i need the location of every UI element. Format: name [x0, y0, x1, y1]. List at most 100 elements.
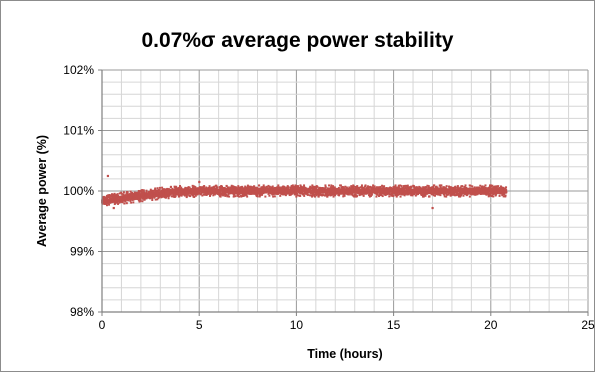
data-point — [223, 193, 226, 196]
data-point — [249, 192, 252, 195]
data-point — [161, 186, 164, 189]
data-point — [108, 200, 111, 203]
data-point — [122, 191, 125, 194]
data-point — [454, 185, 457, 188]
data-point — [404, 184, 407, 187]
data-point — [340, 192, 343, 195]
data-point — [419, 186, 422, 189]
data-point — [108, 203, 111, 206]
data-point — [175, 188, 178, 191]
data-point — [484, 186, 487, 189]
data-point — [332, 191, 335, 194]
data-point — [503, 191, 506, 194]
data-point — [397, 185, 400, 188]
data-point — [145, 197, 148, 200]
data-point — [378, 194, 381, 196]
data-point — [388, 192, 391, 195]
data-point — [364, 184, 367, 187]
data-point — [141, 200, 144, 203]
data-point — [322, 194, 325, 197]
data-point — [334, 187, 337, 190]
data-point — [499, 185, 502, 188]
data-point — [490, 187, 493, 190]
data-point — [265, 191, 268, 194]
data-point — [447, 193, 450, 196]
data-point — [376, 193, 379, 196]
data-point — [175, 185, 178, 188]
data-point — [464, 187, 467, 190]
data-point — [230, 184, 233, 187]
data-point — [140, 190, 143, 193]
data-point — [449, 192, 452, 195]
data-point — [445, 191, 448, 194]
data-point — [141, 197, 144, 200]
data-point — [468, 192, 471, 195]
data-point — [253, 185, 256, 188]
data-point — [123, 202, 126, 205]
data-point — [359, 186, 362, 189]
data-point — [417, 193, 420, 196]
data-point — [156, 187, 159, 190]
data-point — [205, 189, 208, 192]
data-point — [120, 192, 123, 195]
data-point — [108, 196, 111, 199]
data-point — [264, 187, 267, 190]
data-point — [353, 195, 356, 198]
data-point — [303, 184, 306, 187]
data-point — [315, 194, 318, 197]
data-point — [270, 186, 273, 189]
data-point — [221, 191, 224, 194]
data-point — [188, 188, 191, 191]
data-point — [505, 190, 508, 193]
data-point — [372, 184, 375, 187]
data-point — [214, 192, 217, 195]
data-point — [118, 201, 121, 204]
data-point — [129, 199, 132, 202]
data-point — [369, 192, 372, 195]
data-point — [286, 191, 289, 194]
data-point — [248, 185, 251, 188]
data-point — [378, 195, 381, 198]
y-tick-label: 101% — [63, 124, 94, 138]
data-point — [479, 192, 482, 195]
data-point — [156, 192, 159, 195]
data-point — [337, 186, 340, 189]
data-point — [427, 192, 430, 195]
data-point — [476, 193, 479, 196]
data-point — [447, 190, 450, 193]
data-point — [456, 185, 459, 188]
data-point — [212, 194, 215, 197]
data-point — [211, 186, 214, 189]
data-point — [180, 186, 183, 189]
data-point — [238, 195, 241, 198]
data-point — [309, 194, 312, 197]
data-point — [251, 186, 254, 189]
data-point — [208, 191, 211, 194]
data-point — [193, 187, 196, 190]
data-point — [395, 190, 398, 193]
data-point — [175, 192, 178, 195]
data-point — [354, 185, 357, 188]
data-point — [269, 190, 272, 193]
data-point — [491, 184, 494, 187]
data-point — [114, 194, 117, 197]
data-point — [203, 185, 206, 188]
data-point — [162, 195, 165, 198]
data-point — [245, 194, 248, 197]
data-point — [338, 194, 341, 197]
data-point — [326, 192, 329, 195]
data-point — [218, 190, 221, 193]
data-point — [179, 185, 182, 188]
data-point — [129, 190, 132, 193]
data-point — [268, 185, 271, 188]
data-point — [475, 186, 478, 189]
data-point — [418, 185, 421, 188]
data-point — [135, 191, 138, 194]
data-point — [167, 190, 170, 193]
data-point — [329, 193, 332, 196]
data-point — [324, 186, 327, 189]
data-point — [296, 192, 299, 195]
data-point — [151, 199, 154, 202]
data-point — [332, 185, 335, 188]
data-point-outlier — [106, 174, 110, 178]
